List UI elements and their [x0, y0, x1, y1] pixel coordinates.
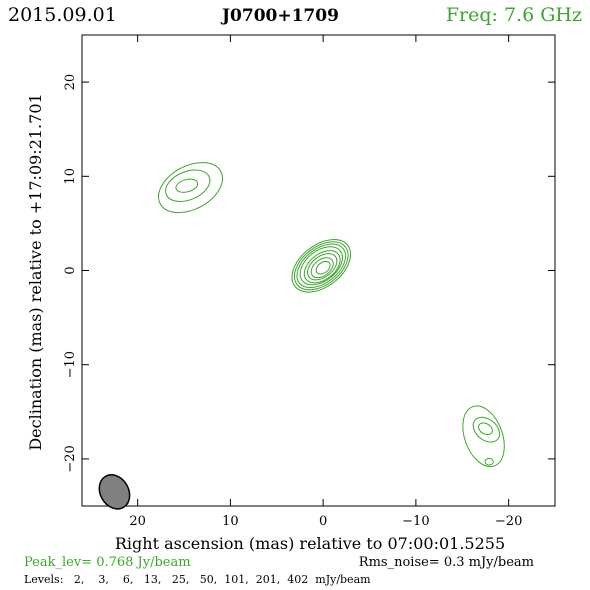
source-name: J0700+1709 — [220, 6, 339, 26]
x-tick-label: −10 — [402, 514, 429, 529]
contour-line — [296, 243, 347, 289]
y-tick-label: 0 — [63, 266, 78, 274]
component-core — [291, 239, 352, 293]
contour-line — [291, 239, 352, 293]
frequency-label: Freq: 7.6 GHz — [446, 4, 582, 26]
contour-line — [462, 405, 505, 468]
contour-line — [294, 241, 349, 291]
x-tick-label: 20 — [129, 514, 146, 529]
contour-levels: Levels: 2, 3, 6, 13, 25, 50, 101, 201, 4… — [24, 573, 371, 586]
contour-line — [303, 250, 341, 284]
y-tick-labels: −20 −10 0 10 20 — [63, 74, 78, 473]
contour-line — [307, 253, 338, 281]
plot-frame — [81, 34, 556, 507]
contour-line — [158, 162, 223, 214]
contour-lines — [158, 162, 505, 468]
y-axis-title: Declination (mas) relative to +17:09:21.… — [26, 93, 45, 450]
rms-noise: Rms_noise= 0.3 mJy/beam — [359, 555, 534, 570]
contour-line — [299, 246, 343, 286]
beam-shape — [98, 474, 131, 510]
contour-line — [175, 178, 199, 193]
beam-ellipse — [98, 474, 131, 510]
contour-line — [165, 169, 211, 202]
contour-line — [484, 457, 494, 466]
axis-ticks — [82, 35, 555, 506]
y-tick-label: 20 — [63, 74, 78, 91]
contour-line — [315, 260, 331, 275]
y-tick-label: −20 — [63, 445, 78, 472]
component-south-west — [462, 405, 505, 468]
x-tick-label: 0 — [319, 514, 327, 529]
contour-line — [310, 257, 334, 279]
peak-level: Peak_lev= 0.768 Jy/beam — [24, 555, 191, 570]
x-tick-labels: 20 10 0 −10 −20 — [129, 514, 522, 529]
y-tick-label: 10 — [63, 168, 78, 185]
contour-line — [472, 416, 501, 443]
observation-date: 2015.09.01 — [8, 4, 117, 26]
x-tick-label: −20 — [495, 514, 522, 529]
x-tick-label: 10 — [222, 514, 239, 529]
x-axis-title: Right ascension (mas) relative to 07:00:… — [115, 534, 505, 553]
y-tick-label: −10 — [63, 351, 78, 378]
contour-line — [478, 422, 493, 436]
component-north-east — [158, 162, 223, 214]
